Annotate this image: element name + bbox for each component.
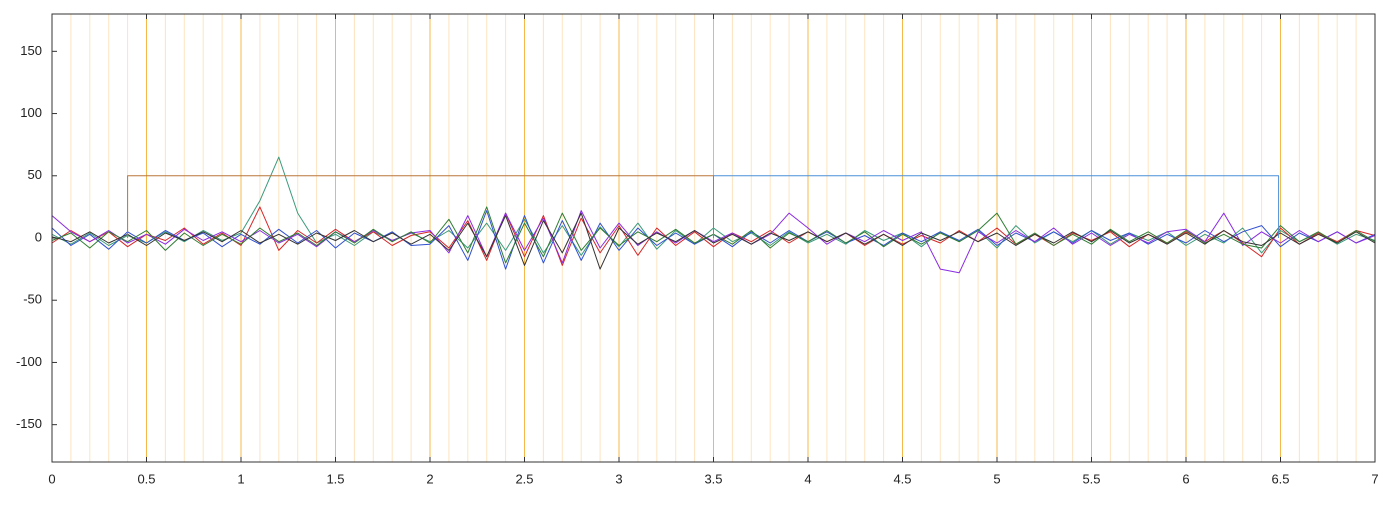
x-tick-label: 4.5 bbox=[893, 471, 911, 486]
y-tick-label: 100 bbox=[20, 105, 42, 120]
x-tick-label: 3.5 bbox=[704, 471, 722, 486]
series-line bbox=[713, 175, 1280, 238]
x-tick-label: 0 bbox=[48, 471, 55, 486]
x-tick-label: 5.5 bbox=[1082, 471, 1100, 486]
x-tick-label: 0.5 bbox=[137, 471, 155, 486]
x-tick-label: 1.5 bbox=[326, 471, 344, 486]
x-tick-label: 2.5 bbox=[515, 471, 533, 486]
series-line bbox=[51, 212, 1376, 270]
series-line bbox=[51, 210, 1376, 274]
y-tick-label: 0 bbox=[35, 229, 42, 244]
y-tick-label: 50 bbox=[28, 167, 42, 182]
y-tick-label: -150 bbox=[16, 416, 42, 431]
y-tick-label: -100 bbox=[16, 354, 42, 369]
y-tick-label: 150 bbox=[20, 43, 42, 58]
y-tick-label: -50 bbox=[23, 292, 42, 307]
series-line bbox=[127, 175, 714, 238]
x-tick-label: 5 bbox=[993, 471, 1000, 486]
x-tick-label: 1 bbox=[237, 471, 244, 486]
x-tick-label: 4 bbox=[804, 471, 811, 486]
x-tick-label: 3 bbox=[615, 471, 622, 486]
x-tick-label: 2 bbox=[426, 471, 433, 486]
x-tick-label: 6 bbox=[1182, 471, 1189, 486]
plot-frame bbox=[51, 13, 1376, 463]
x-tick-label: 7 bbox=[1371, 471, 1378, 486]
x-tick-label: 6.5 bbox=[1271, 471, 1289, 486]
